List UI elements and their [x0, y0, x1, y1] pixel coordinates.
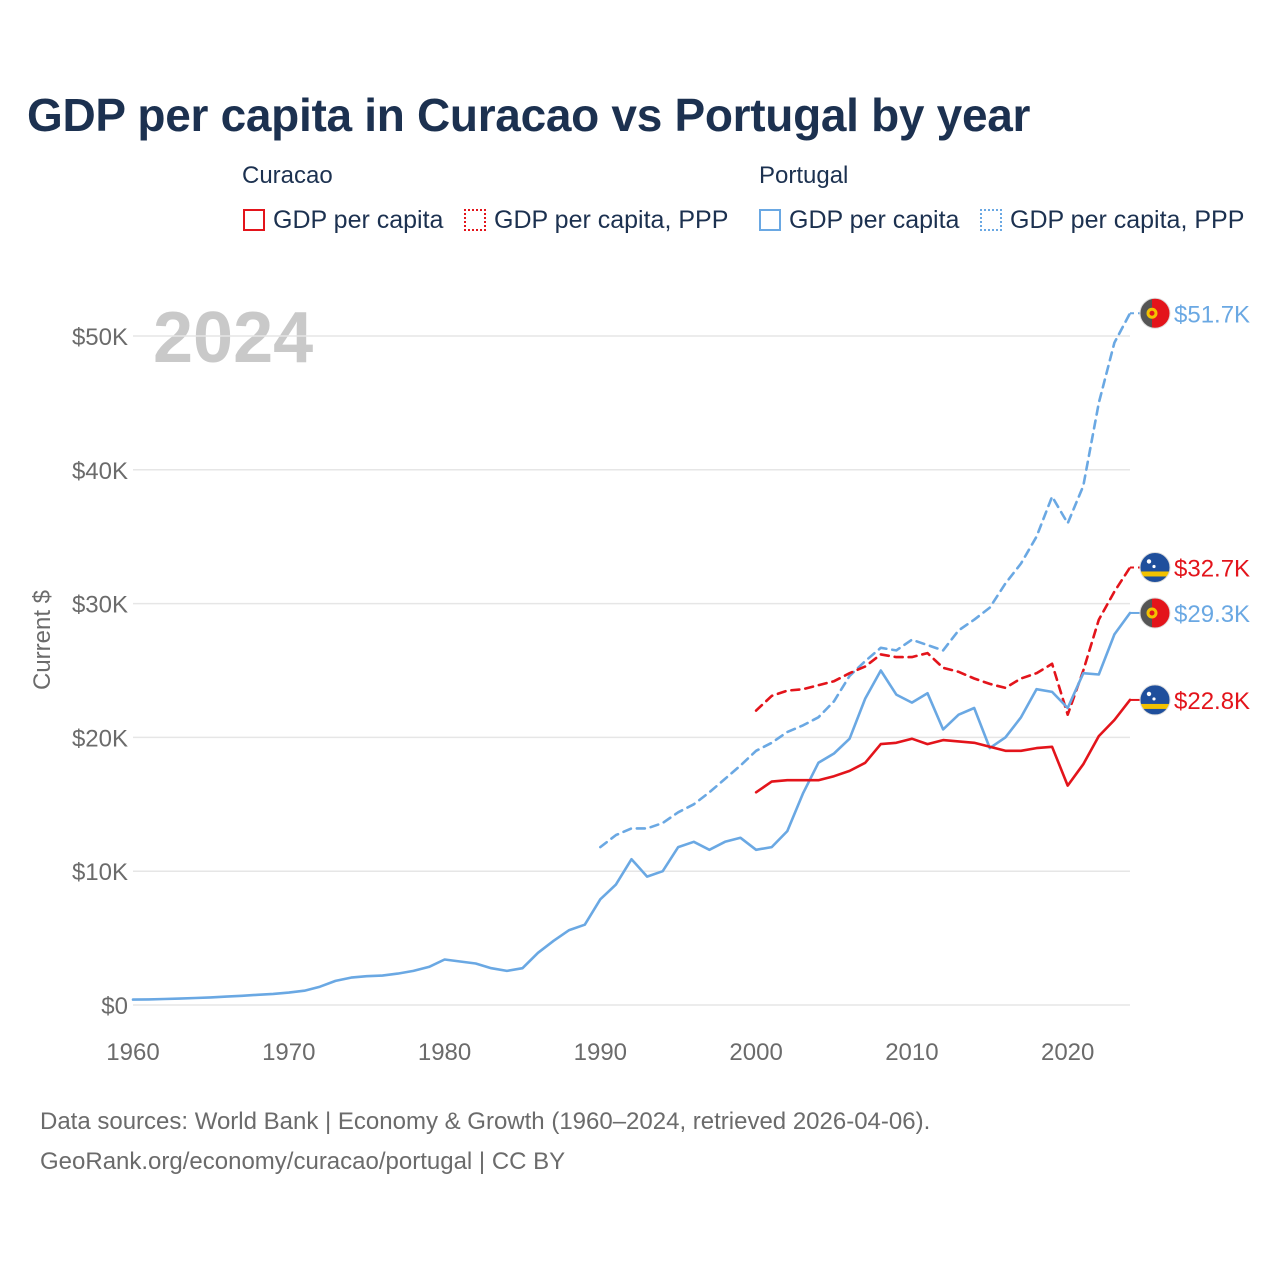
- series-line-curacao-gdp-per-capita[interactable]: [754, 698, 1132, 794]
- y-axis-label: Current $: [29, 590, 56, 690]
- x-tick-label: 1990: [574, 1039, 627, 1066]
- chart-title: GDP per capita in Curacao vs Portugal by…: [27, 89, 1031, 141]
- x-tick-label: 2010: [885, 1039, 938, 1066]
- curacao-flag-icon: [1139, 551, 1171, 583]
- footer-sources: Data sources: World Bank | Economy & Gro…: [40, 1108, 931, 1135]
- legend-item-label: GDP per capita, PPP: [1010, 205, 1245, 234]
- y-tick-label: $40K: [72, 458, 128, 485]
- legend-swatch-solid-blue: [759, 209, 781, 231]
- legend-item-portugal-gdp[interactable]: GDP per capita: [759, 204, 959, 236]
- y-tick-label: $50K: [72, 324, 128, 351]
- series-line-curacao-gdp-per-capita-ppp[interactable]: [754, 566, 1132, 717]
- legend-item-curacao-gdp-ppp[interactable]: GDP per capita, PPP: [464, 204, 728, 236]
- legend-group-portugal: Portugal: [759, 162, 849, 189]
- legend-item-label: GDP per capita, PPP: [494, 205, 729, 234]
- y-tick-label: $10K: [72, 859, 128, 886]
- curacao-flag-icon: [1139, 684, 1171, 716]
- y-tick-label: $30K: [72, 592, 128, 619]
- end-value-label: $22.8K: [1174, 688, 1250, 715]
- end-value-label: $51.7K: [1174, 301, 1250, 328]
- legend-item-portugal-gdp-ppp[interactable]: GDP per capita, PPP: [980, 204, 1244, 236]
- legend-swatch-dotted-blue: [980, 209, 1002, 231]
- portugal-flag-icon: [1139, 297, 1171, 329]
- legend-item-label: GDP per capita: [789, 205, 960, 234]
- x-tick-label: 1960: [106, 1039, 159, 1066]
- legend-swatch-dotted-red: [464, 209, 486, 231]
- end-value-label: $32.7K: [1174, 555, 1250, 582]
- x-tick-label: 1970: [262, 1039, 315, 1066]
- x-tick-label: 2020: [1041, 1039, 1094, 1066]
- end-value-label: $29.3K: [1174, 601, 1250, 628]
- legend-swatch-solid-red: [243, 209, 265, 231]
- series-line-portugal-gdp-per-capita-ppp[interactable]: [598, 311, 1132, 849]
- year-watermark: 2024: [153, 298, 313, 378]
- legend-group-curacao: Curacao: [242, 162, 333, 189]
- x-tick-label: 2000: [729, 1039, 782, 1066]
- portugal-flag-icon: [1139, 597, 1171, 629]
- footer-link[interactable]: GeoRank.org/economy/curacao/portugal | C…: [40, 1148, 566, 1175]
- series-line-portugal-gdp-per-capita[interactable]: [131, 611, 1132, 1001]
- y-tick-label: $0: [101, 993, 128, 1020]
- legend-item-label: GDP per capita: [273, 205, 444, 234]
- legend-item-curacao-gdp[interactable]: GDP per capita: [243, 204, 443, 236]
- x-tick-label: 1980: [418, 1039, 471, 1066]
- y-tick-label: $20K: [72, 725, 128, 752]
